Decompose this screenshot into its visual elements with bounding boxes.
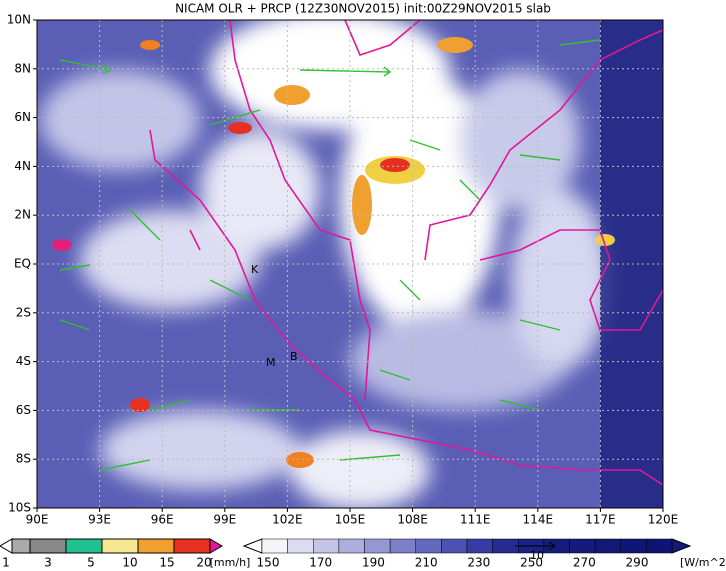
colorbar-swatch [441,538,468,554]
lon-label: 99E [213,513,236,527]
colorbar-swatch [364,538,391,554]
colorbar-label: 1 [2,556,10,570]
colorbar-label: 3 [44,556,52,570]
vector-reference-label: 10 [530,549,544,562]
colorbar-swatch [287,538,314,554]
colorbar-swatch [492,538,519,554]
olr-field [37,20,663,508]
lon-label: 93E [88,513,111,527]
lon-label: 111E [460,513,491,527]
lat-label: 10N [7,13,31,27]
lat-label: 8S [16,452,31,466]
olr-colorbar [242,538,692,554]
colorbar-label: 190 [362,556,385,570]
colorbar-unit: [mm/h] [210,556,251,569]
lon-label: 117E [585,513,616,527]
lon-label: 96E [151,513,174,527]
wind-vectors [59,39,601,471]
colorbar-label: 210 [415,556,438,570]
lon-label: 102E [272,513,303,527]
colorbar-swatch [620,538,647,554]
graticule [37,20,663,508]
lat-label: 2N [14,208,31,222]
lon-label: 90E [26,513,49,527]
lat-label: 4S [16,354,31,368]
precip-colorbar [0,538,223,554]
vector-reference: 10 [515,541,556,562]
place-label: B [290,350,298,363]
lat-label: 10S [8,501,31,515]
lat-label: EQ [14,257,31,271]
lon-label: 114E [523,513,554,527]
colorbar-swatch [415,538,442,554]
place-label: M [266,356,276,369]
lat-label: 6S [16,403,31,417]
colorbar-swatch [594,538,621,554]
colorbar-unit: [W/m^2] [680,556,726,569]
colorbar-label: 10 [122,556,137,570]
lat-label: 8N [14,61,31,75]
colorbar-label: 290 [626,556,649,570]
colorbar-swatch [466,538,493,554]
lon-label: 105E [335,513,366,527]
colorbar-swatch [338,538,365,554]
lon-label: 108E [397,513,428,527]
colorbar-swatch [569,538,596,554]
colorbar-label: 250 [520,556,543,570]
colorbar-label: 230 [467,556,490,570]
colorbar-swatch [389,538,416,554]
colorbar-label: 170 [309,556,332,570]
colorbar-label: 270 [573,556,596,570]
lat-label: 2S [16,305,31,319]
colorbar-swatch [261,538,288,554]
lon-label: 120E [648,513,679,527]
precip-cells [52,37,615,468]
colorbar-label: 20 [196,556,211,570]
colorbar-swatch [313,538,340,554]
lat-label: 6N [14,110,31,124]
place-label: K [251,263,259,276]
colorbar-label: 15 [159,556,174,570]
colorbar-label: 150 [257,556,280,570]
colorbar-label: 5 [87,556,95,570]
coastlines [149,20,663,486]
map-title: NICAM OLR + PRCP (12Z30NOV2015) init:00Z… [175,2,551,16]
lat-label: 4N [14,159,31,173]
colorbar-swatch [646,538,673,554]
